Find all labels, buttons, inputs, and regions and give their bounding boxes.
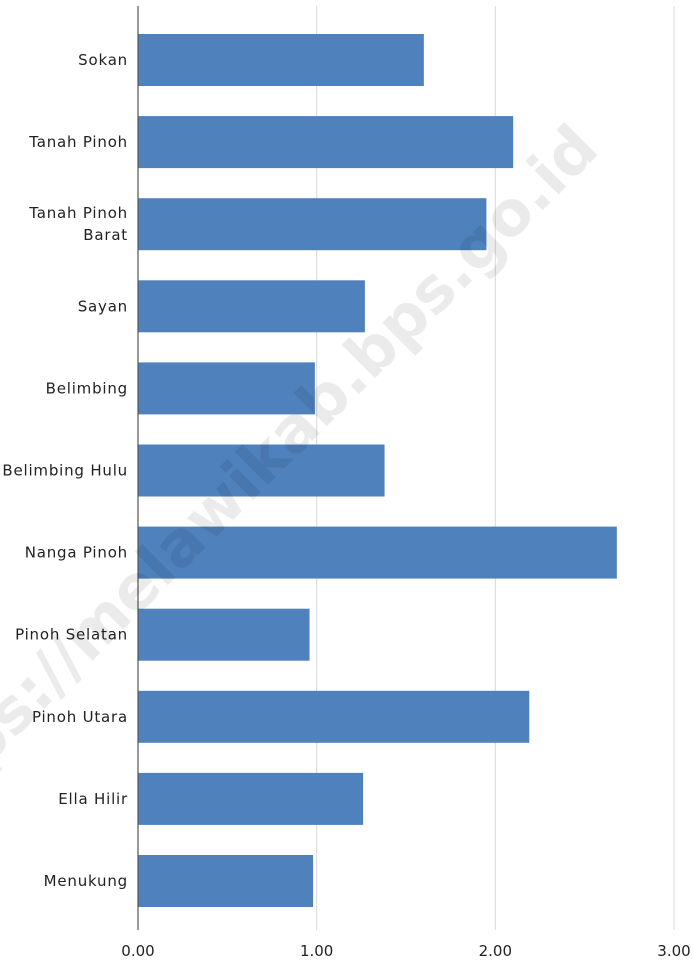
bar-menukung [138, 855, 314, 907]
x-tick-label: 0.00 [121, 942, 154, 960]
x-tick-label: 2.00 [479, 942, 512, 960]
category-label: Pinoh Utara [32, 708, 128, 726]
category-label: Menukung [44, 872, 128, 890]
category-label: Ella Hilir [58, 790, 128, 808]
category-label: Tanah Pinoh [28, 133, 128, 151]
category-label: Belimbing [46, 379, 128, 397]
category-label: Nanga Pinoh [25, 544, 128, 562]
category-labels: Sokan Tanah Pinoh Tanah Pinoh Barat Sayan Bel… [2, 51, 128, 890]
category-label: Sayan [78, 297, 128, 315]
category-label: Belimbing Hulu [2, 462, 128, 480]
bar-belimbing [138, 362, 315, 415]
bar-sokan [138, 34, 424, 86]
bar-tanah-pinoh [138, 116, 514, 169]
bar-sayan [138, 280, 365, 333]
x-tick-labels: 0.00 1.00 2.00 3.00 [121, 942, 690, 960]
bar-belimbing-hulu [138, 444, 385, 497]
bar-tanah-pinoh-barat [138, 198, 487, 251]
category-label: Sokan [78, 51, 128, 69]
bar-ella-hilir [138, 772, 364, 825]
category-label: Tanah Pinoh [28, 204, 128, 222]
category-label: Barat [83, 226, 128, 244]
bar-pinoh-selatan [138, 608, 310, 661]
bar-nanga-pinoh [138, 526, 617, 579]
bars [138, 34, 617, 907]
x-tick-label: 1.00 [300, 942, 333, 960]
bar-pinoh-utara [138, 690, 530, 743]
category-label: Pinoh Selatan [15, 626, 128, 644]
x-tick-label: 3.00 [657, 942, 690, 960]
